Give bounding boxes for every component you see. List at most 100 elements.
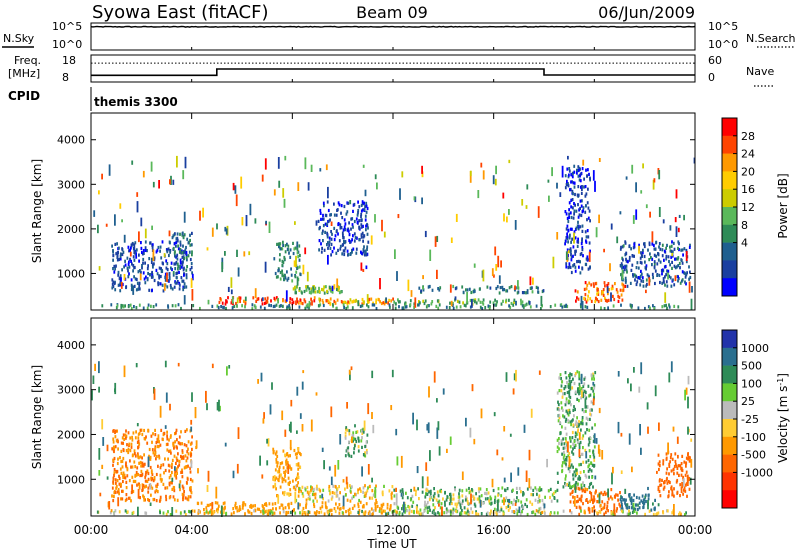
- power-cell: [116, 251, 119, 258]
- velocity-cell: [640, 499, 643, 503]
- power-cell: [625, 176, 628, 180]
- power-cell: [139, 273, 142, 281]
- velocity-cell: [134, 473, 137, 477]
- power-cell: [445, 305, 448, 309]
- velocity-cell: [559, 421, 561, 425]
- power-cell: [178, 250, 181, 254]
- velocity-cell: [574, 372, 577, 376]
- power-cell: [329, 297, 332, 301]
- power-cell: [430, 302, 433, 306]
- velocity-cell: [145, 435, 147, 439]
- velocity-cell: [92, 375, 95, 384]
- power-cell: [343, 305, 345, 309]
- power-cell: [180, 249, 183, 253]
- velocity-cell: [606, 507, 608, 511]
- velocity-cell: [124, 509, 127, 513]
- velocity-cell: [534, 486, 537, 490]
- velocity-cell: [512, 388, 515, 395]
- colorbar-tick-label: 1000: [741, 342, 769, 355]
- velocity-cell: [186, 456, 189, 460]
- velocity-cell: [216, 510, 219, 514]
- power-cell: [499, 286, 502, 290]
- velocity-cell: [561, 461, 564, 465]
- velocity-cell: [577, 429, 579, 434]
- velocity-cell: [573, 405, 575, 409]
- velocity-cell: [346, 402, 348, 409]
- power-cell: [579, 199, 582, 203]
- power-cell: [127, 245, 130, 249]
- power-cell: [191, 289, 194, 301]
- power-cell: [598, 158, 601, 162]
- velocity-cell: [117, 488, 120, 492]
- nsearch-tick-bottom: 10^0: [708, 38, 738, 51]
- velocity-cell: [578, 385, 581, 389]
- velocity-cell: [467, 501, 469, 505]
- power-cell: [450, 237, 453, 243]
- velocity-cell: [99, 492, 102, 497]
- power-cell: [337, 222, 340, 227]
- velocity-cell: [273, 475, 276, 479]
- date-title: 06/Jun/2009: [598, 3, 695, 22]
- velocity-cell: [568, 451, 571, 456]
- power-cell: [495, 286, 498, 291]
- velocity-cell: [584, 398, 587, 409]
- velocity-cell: [159, 499, 161, 503]
- power-cell: [146, 267, 149, 271]
- power-cell: [580, 191, 583, 195]
- velocity-cell: [554, 490, 557, 494]
- velocity-cell: [139, 473, 142, 478]
- velocity-cell: [604, 492, 607, 496]
- power-cell: [401, 171, 404, 178]
- velocity-cell: [321, 505, 324, 509]
- power-ylabel: Slant Range [km]: [30, 159, 44, 263]
- power-cell: [421, 171, 424, 178]
- velocity-cell: [393, 502, 396, 506]
- velocity-cell: [113, 473, 115, 477]
- velocity-cell: [592, 453, 595, 457]
- velocity-cell: [297, 462, 300, 466]
- power-cell: [218, 300, 221, 304]
- power-cell: [471, 298, 473, 308]
- velocity-cell: [553, 511, 556, 515]
- velocity-cell: [429, 492, 432, 496]
- power-cell: [355, 251, 358, 255]
- velocity-cell: [556, 511, 559, 515]
- power-cell: [580, 242, 583, 246]
- velocity-cell: [686, 494, 688, 498]
- velocity-cell: [594, 423, 596, 427]
- velocity-cell: [581, 422, 584, 426]
- power-cell: [648, 258, 651, 262]
- power-cell: [328, 236, 331, 240]
- velocity-cell: [98, 361, 100, 374]
- power-cell: [259, 305, 262, 309]
- velocity-cell: [281, 480, 284, 484]
- power-cell: [659, 280, 661, 285]
- power-cell: [653, 178, 656, 183]
- velocity-cell: [539, 506, 542, 510]
- freq-panel: Freq. [MHz] 18 8 60 0 Nave: [8, 54, 775, 87]
- power-cell: [359, 304, 362, 308]
- power-cell: [508, 298, 510, 302]
- power-cell: [129, 257, 131, 261]
- velocity-cell: [346, 449, 349, 453]
- power-cell: [338, 291, 341, 295]
- velocity-cell: [517, 509, 520, 513]
- power-cell: [306, 271, 309, 282]
- power-cell: [284, 250, 287, 254]
- velocity-cell: [425, 503, 428, 507]
- velocity-cell: [318, 511, 320, 515]
- power-cell: [547, 179, 550, 183]
- velocity-cell: [180, 454, 182, 459]
- power-cell: [346, 302, 349, 306]
- velocity-cell: [685, 511, 687, 515]
- power-cell: [570, 256, 573, 260]
- power-cell: [621, 245, 624, 249]
- velocity-cell: [172, 485, 175, 490]
- velocity-cell: [173, 498, 176, 502]
- velocity-cell: [361, 466, 363, 477]
- velocity-cell: [582, 395, 585, 399]
- power-cell: [268, 303, 270, 307]
- power-cell: [160, 267, 162, 271]
- velocity-cell: [474, 504, 477, 508]
